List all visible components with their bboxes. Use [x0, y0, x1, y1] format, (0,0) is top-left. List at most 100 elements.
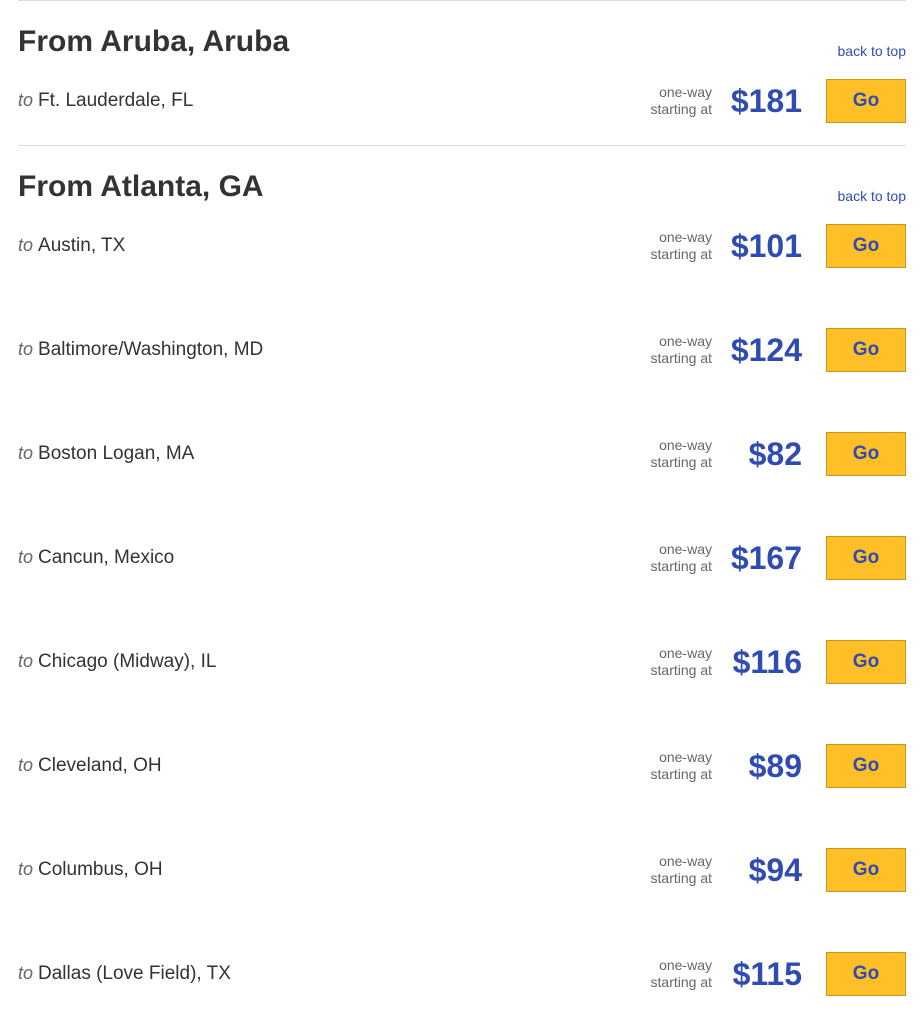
starting-at-text: starting at	[651, 246, 712, 264]
destination-label: to Cancun, Mexico	[18, 547, 651, 569]
destination-label: to Columbus, OH	[18, 859, 651, 881]
to-prefix: to	[18, 235, 38, 255]
destination-name: Columbus, OH	[38, 859, 163, 880]
price-value: $89	[718, 748, 808, 785]
route-row: to Columbus, OHone-waystarting at$94Go	[18, 834, 906, 938]
price-info: one-waystarting at$89Go	[651, 744, 906, 788]
starting-at-text: starting at	[651, 454, 712, 472]
price-value: $124	[718, 332, 808, 369]
go-button[interactable]: Go	[826, 79, 906, 123]
price-label: one-waystarting at	[651, 957, 712, 992]
destination-label: to Ft. Lauderdale, FL	[18, 90, 651, 112]
price-info: one-waystarting at$124Go	[651, 328, 906, 372]
go-button[interactable]: Go	[826, 432, 906, 476]
starting-at-text: starting at	[651, 870, 712, 888]
to-prefix: to	[18, 755, 38, 775]
go-button[interactable]: Go	[826, 744, 906, 788]
from-prefix: From	[18, 170, 100, 203]
price-label: one-waystarting at	[651, 437, 712, 472]
destination-name: Dallas (Love Field), TX	[38, 963, 231, 984]
price-label: one-waystarting at	[651, 645, 712, 680]
origin-name: Aruba, Aruba	[100, 25, 289, 58]
starting-at-text: starting at	[651, 101, 712, 119]
price-value: $94	[718, 852, 808, 889]
route-row: to Cleveland, OHone-waystarting at$89Go	[18, 730, 906, 834]
one-way-text: one-way	[651, 853, 712, 871]
price-label: one-waystarting at	[651, 853, 712, 888]
destination-label: to Baltimore/Washington, MD	[18, 339, 651, 361]
destination-label: to Cleveland, OH	[18, 755, 651, 777]
price-label: one-waystarting at	[651, 84, 712, 119]
price-value: $101	[718, 228, 808, 265]
origin-name: Atlanta, GA	[100, 170, 263, 203]
to-prefix: to	[18, 651, 38, 671]
origin-title: From Aruba, Aruba	[18, 25, 289, 59]
price-info: one-waystarting at$82Go	[651, 432, 906, 476]
go-button[interactable]: Go	[826, 328, 906, 372]
go-button[interactable]: Go	[826, 952, 906, 996]
destination-label: to Austin, TX	[18, 235, 651, 257]
price-label: one-waystarting at	[651, 541, 712, 576]
origin-section: From Aruba, Aruba back to top to Ft. Laude…	[18, 0, 906, 145]
to-prefix: to	[18, 90, 38, 110]
route-row: to Dallas (Love Field), TXone-waystartin…	[18, 938, 906, 1010]
price-value: $167	[718, 540, 808, 577]
destination-name: Ft. Lauderdale, FL	[38, 90, 193, 111]
price-value: $82	[718, 436, 808, 473]
route-row: to Ft. Lauderdale, FLone-waystarting at$…	[18, 65, 906, 137]
destination-name: Boston Logan, MA	[38, 443, 194, 464]
price-info: one-waystarting at$101Go	[651, 224, 906, 268]
one-way-text: one-way	[651, 437, 712, 455]
route-row: to Austin, TXone-waystarting at$101Go	[18, 210, 906, 314]
destination-name: Austin, TX	[38, 235, 125, 256]
back-to-top-link[interactable]: back to top	[838, 43, 907, 59]
price-info: one-waystarting at$115Go	[651, 952, 906, 996]
starting-at-text: starting at	[651, 350, 712, 368]
starting-at-text: starting at	[651, 558, 712, 576]
one-way-text: one-way	[651, 84, 712, 102]
price-info: one-waystarting at$94Go	[651, 848, 906, 892]
route-row: to Boston Logan, MAone-waystarting at$82…	[18, 418, 906, 522]
to-prefix: to	[18, 859, 38, 879]
section-header: From Atlanta, GA back to top	[18, 170, 906, 204]
starting-at-text: starting at	[651, 974, 712, 992]
price-value: $115	[718, 956, 808, 993]
from-prefix: From	[18, 25, 100, 58]
destination-label: to Chicago (Midway), IL	[18, 651, 651, 673]
go-button[interactable]: Go	[826, 536, 906, 580]
back-to-top-link[interactable]: back to top	[838, 188, 907, 204]
one-way-text: one-way	[651, 541, 712, 559]
price-label: one-waystarting at	[651, 229, 712, 264]
price-info: one-waystarting at$167Go	[651, 536, 906, 580]
one-way-text: one-way	[651, 749, 712, 767]
one-way-text: one-way	[651, 957, 712, 975]
price-value: $181	[718, 83, 808, 120]
origin-section: From Atlanta, GA back to top to Austin, TX…	[18, 145, 906, 1018]
price-info: one-waystarting at$181Go	[651, 79, 906, 123]
one-way-text: one-way	[651, 333, 712, 351]
to-prefix: to	[18, 443, 38, 463]
price-value: $116	[718, 644, 808, 681]
destination-name: Cancun, Mexico	[38, 547, 174, 568]
go-button[interactable]: Go	[826, 640, 906, 684]
one-way-text: one-way	[651, 645, 712, 663]
route-row: to Baltimore/Washington, MDone-waystarti…	[18, 314, 906, 418]
route-row: to Cancun, Mexicoone-waystarting at$167G…	[18, 522, 906, 626]
destination-name: Chicago (Midway), IL	[38, 651, 216, 672]
price-label: one-waystarting at	[651, 333, 712, 368]
starting-at-text: starting at	[651, 766, 712, 784]
starting-at-text: starting at	[651, 662, 712, 680]
price-label: one-waystarting at	[651, 749, 712, 784]
to-prefix: to	[18, 339, 38, 359]
one-way-text: one-way	[651, 229, 712, 247]
to-prefix: to	[18, 547, 38, 567]
destination-name: Baltimore/Washington, MD	[38, 339, 263, 360]
go-button[interactable]: Go	[826, 224, 906, 268]
go-button[interactable]: Go	[826, 848, 906, 892]
destination-name: Cleveland, OH	[38, 755, 162, 776]
price-info: one-waystarting at$116Go	[651, 640, 906, 684]
origin-title: From Atlanta, GA	[18, 170, 264, 204]
destination-label: to Dallas (Love Field), TX	[18, 963, 651, 985]
destination-label: to Boston Logan, MA	[18, 443, 651, 465]
route-row: to Chicago (Midway), ILone-waystarting a…	[18, 626, 906, 730]
